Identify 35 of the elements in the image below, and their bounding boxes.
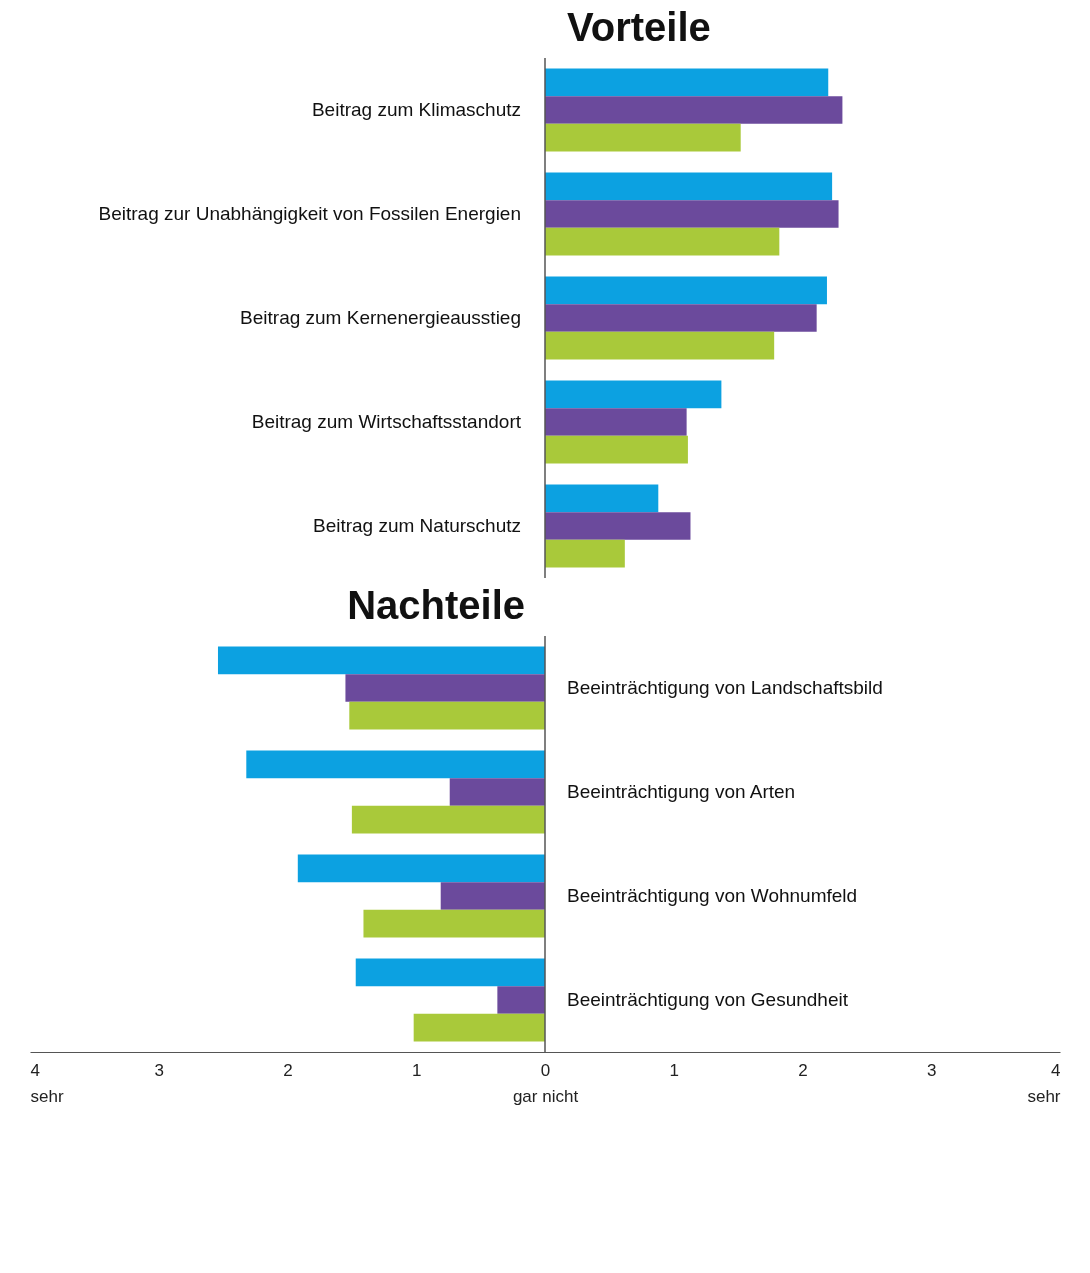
x-tick-label: 0 gar nicht bbox=[512, 1060, 579, 1106]
bar bbox=[545, 123, 741, 152]
category-label: Beeinträchtigung von Arten bbox=[567, 781, 796, 802]
x-tick-label: 2 bbox=[283, 1060, 293, 1080]
bar bbox=[545, 435, 688, 464]
category-label: Beitrag zum Klimaschutz bbox=[311, 99, 521, 120]
chart-title: Vorteile bbox=[567, 5, 711, 50]
bar bbox=[545, 68, 829, 97]
x-tick-label: 1 bbox=[669, 1060, 679, 1080]
category-label: Beeinträchtigung von Gesundheit bbox=[567, 989, 848, 1010]
bar bbox=[545, 408, 687, 436]
bar bbox=[545, 512, 691, 540]
x-tick-label: 3 bbox=[927, 1060, 937, 1080]
category-label: Beitrag zum Kernenergieausstieg bbox=[240, 307, 521, 328]
bar bbox=[545, 276, 827, 305]
category-label: Beitrag zum Naturschutz bbox=[312, 515, 521, 536]
category-label: Beeinträchtigung von Landschaftsbild bbox=[567, 677, 883, 698]
bar bbox=[545, 172, 833, 201]
bar bbox=[545, 380, 722, 409]
category-label: Beitrag zur Unabhängigkeit von Fossilen Energien bbox=[98, 203, 521, 224]
bar bbox=[545, 484, 659, 513]
chart-title: Nachteile bbox=[347, 583, 525, 628]
bar bbox=[545, 331, 775, 360]
x-tick-label: 4 sehr bbox=[30, 1060, 64, 1106]
bar bbox=[545, 304, 817, 332]
x-tick-label: 2 bbox=[798, 1060, 808, 1080]
bar bbox=[545, 227, 780, 256]
x-tick-label: 4 sehr bbox=[1027, 1060, 1061, 1106]
bar bbox=[545, 539, 625, 568]
bar bbox=[545, 96, 843, 124]
x-tick-label: 3 bbox=[154, 1060, 164, 1080]
x-tick-label: 1 bbox=[412, 1060, 422, 1080]
category-label: Beitrag zum Wirtschaftsstandort bbox=[251, 411, 521, 432]
bar bbox=[545, 200, 839, 228]
category-label: Beeinträchtigung von Wohnumfeld bbox=[567, 885, 858, 906]
